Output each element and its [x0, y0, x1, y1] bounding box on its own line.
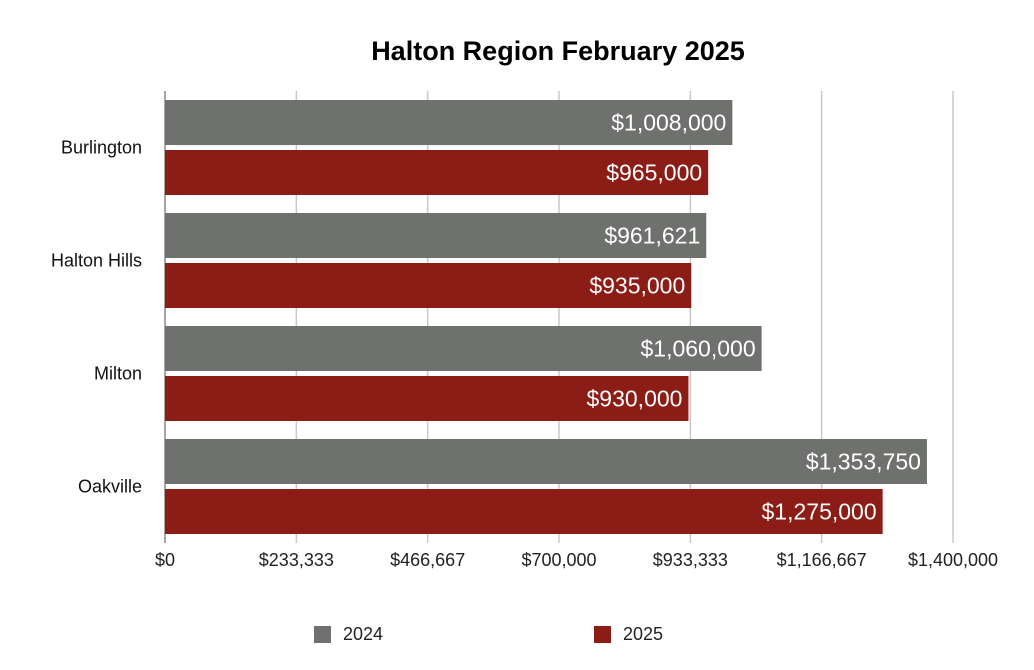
data-label: $1,060,000 — [641, 336, 756, 362]
data-label: $1,275,000 — [762, 499, 877, 525]
category-label: Oakville — [78, 477, 142, 497]
data-label: $961,621 — [604, 223, 700, 249]
bar-2025 — [165, 376, 689, 421]
chart-title: Halton Region February 2025 — [371, 36, 745, 66]
legend-swatch-2024 — [314, 626, 331, 643]
data-label: $930,000 — [587, 386, 683, 412]
x-tick-label: $0 — [155, 550, 175, 570]
data-label: $1,008,000 — [611, 110, 726, 136]
data-label: $935,000 — [589, 273, 685, 299]
x-tick-label: $1,400,000 — [908, 550, 998, 570]
x-tick-label: $1,166,667 — [777, 550, 867, 570]
category-label: Milton — [94, 364, 142, 384]
bar-2025 — [165, 263, 692, 308]
bar-2024 — [165, 326, 762, 371]
bar-2024 — [165, 100, 733, 145]
legend-swatch-2025 — [594, 626, 611, 643]
x-tick-label: $233,333 — [259, 550, 334, 570]
legend-item-2025: 2025 — [594, 624, 663, 645]
bar-2024 — [165, 213, 707, 258]
legend-item-2024: 2024 — [314, 624, 383, 645]
x-tick-label: $700,000 — [521, 550, 596, 570]
bar-2025 — [165, 489, 883, 534]
category-label: Burlington — [61, 138, 142, 158]
x-tick-label: $933,333 — [653, 550, 728, 570]
bar-2024 — [165, 439, 927, 484]
bar-2025 — [165, 150, 709, 195]
x-tick-label: $466,667 — [390, 550, 465, 570]
legend-label-2024: 2024 — [343, 624, 384, 644]
legend-label-2025: 2025 — [623, 624, 664, 644]
data-label: $1,353,750 — [806, 449, 921, 475]
data-label: $965,000 — [606, 160, 702, 186]
category-label: Halton Hills — [51, 251, 142, 271]
